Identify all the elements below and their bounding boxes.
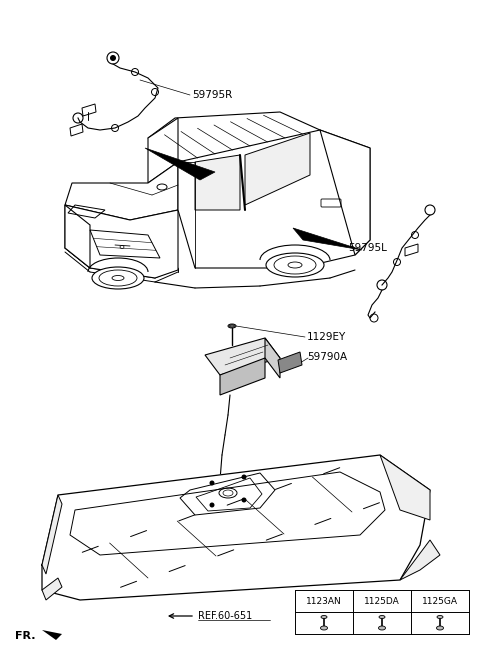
Text: 1129EY: 1129EY xyxy=(307,332,346,342)
Polygon shape xyxy=(42,455,430,600)
Polygon shape xyxy=(195,155,240,210)
Ellipse shape xyxy=(379,626,385,630)
Polygon shape xyxy=(205,338,280,375)
Ellipse shape xyxy=(321,615,327,619)
Ellipse shape xyxy=(436,626,444,630)
Polygon shape xyxy=(320,130,370,255)
Polygon shape xyxy=(265,338,280,378)
Circle shape xyxy=(241,474,247,480)
Ellipse shape xyxy=(437,615,443,619)
Circle shape xyxy=(209,480,215,486)
Text: 1123AN: 1123AN xyxy=(306,597,342,605)
Text: 1125GA: 1125GA xyxy=(422,597,458,605)
Ellipse shape xyxy=(321,626,327,630)
Ellipse shape xyxy=(274,256,316,274)
Polygon shape xyxy=(400,540,440,580)
Ellipse shape xyxy=(92,267,144,289)
Polygon shape xyxy=(278,352,302,373)
Circle shape xyxy=(241,497,247,503)
Polygon shape xyxy=(245,133,310,205)
Text: 59790A: 59790A xyxy=(307,352,347,362)
Polygon shape xyxy=(178,130,370,268)
Ellipse shape xyxy=(379,615,385,619)
Circle shape xyxy=(209,503,215,507)
Circle shape xyxy=(110,55,116,61)
Polygon shape xyxy=(65,205,90,268)
Polygon shape xyxy=(220,358,265,395)
Polygon shape xyxy=(293,228,362,250)
Polygon shape xyxy=(65,205,178,278)
Polygon shape xyxy=(42,578,62,600)
Text: REF.60-651: REF.60-651 xyxy=(198,611,252,621)
Text: 59795R: 59795R xyxy=(192,90,232,100)
Text: 59795L: 59795L xyxy=(348,243,387,253)
Polygon shape xyxy=(42,495,62,574)
Polygon shape xyxy=(145,148,215,180)
Polygon shape xyxy=(380,455,430,520)
Text: 1125DA: 1125DA xyxy=(364,597,400,605)
Polygon shape xyxy=(148,118,178,183)
Polygon shape xyxy=(148,112,320,162)
Polygon shape xyxy=(65,162,178,220)
Text: FR.: FR. xyxy=(15,631,36,641)
Ellipse shape xyxy=(157,184,167,190)
Polygon shape xyxy=(42,630,62,640)
Ellipse shape xyxy=(229,325,235,327)
Ellipse shape xyxy=(99,270,137,286)
Ellipse shape xyxy=(228,324,236,328)
Ellipse shape xyxy=(266,253,324,277)
